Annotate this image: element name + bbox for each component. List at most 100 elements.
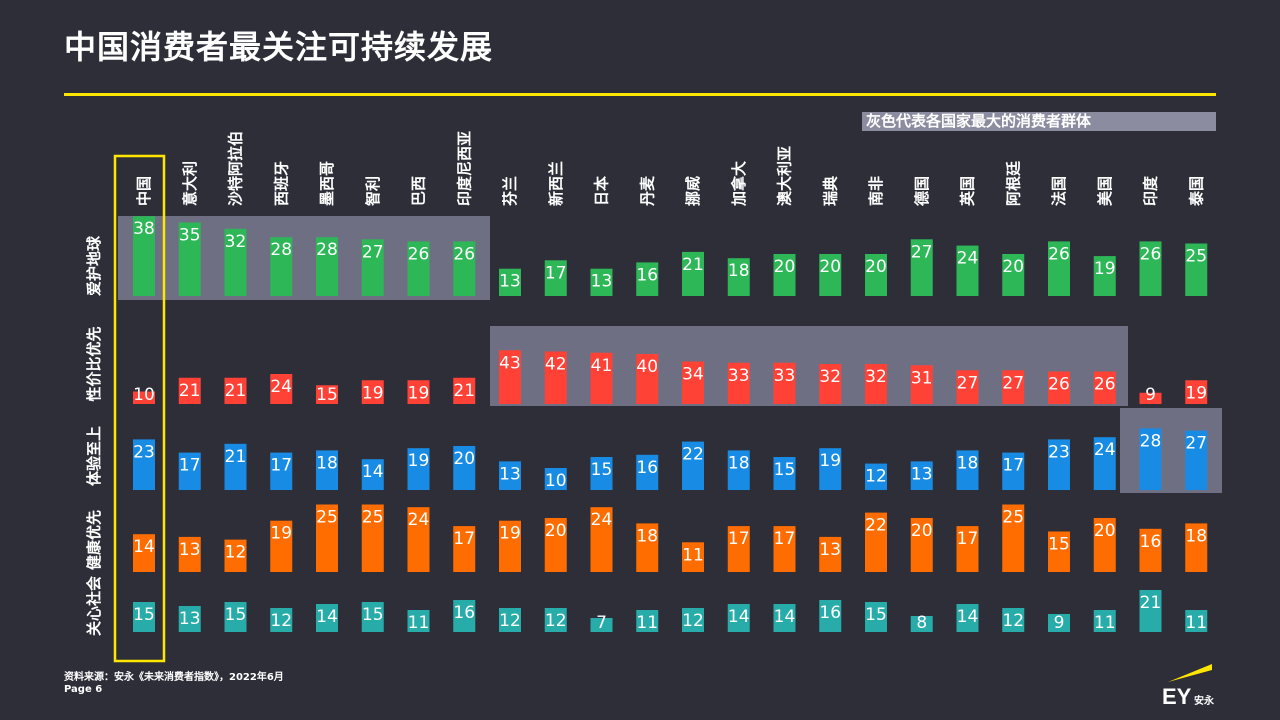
data-label: 17 — [179, 456, 201, 476]
data-label: 15 — [865, 605, 887, 625]
bar — [682, 441, 704, 490]
category-label: 德国 — [913, 176, 931, 206]
bar — [453, 600, 476, 632]
bar — [224, 377, 247, 404]
data-label: 14 — [774, 607, 796, 627]
bar — [270, 237, 293, 296]
data-label: 16 — [453, 603, 475, 623]
bar — [1048, 371, 1070, 404]
bar — [1002, 504, 1025, 572]
data-label: 26 — [408, 244, 430, 264]
data-label: 10 — [133, 385, 155, 405]
bar — [910, 239, 933, 296]
data-label: 26 — [1048, 244, 1070, 264]
data-label: 12 — [682, 611, 704, 631]
data-label: 15 — [316, 385, 338, 405]
category-label: 挪威 — [684, 176, 702, 206]
bar — [361, 504, 384, 572]
bar — [590, 268, 613, 296]
bar — [133, 391, 155, 404]
bar — [1048, 241, 1070, 296]
bar — [178, 222, 201, 296]
data-label: 19 — [1185, 383, 1207, 403]
data-label: 19 — [499, 524, 521, 544]
bar — [1185, 610, 1208, 632]
bar — [1002, 254, 1025, 296]
bar — [407, 610, 430, 632]
data-label: 24 — [957, 249, 979, 269]
bar — [316, 237, 338, 296]
bar — [636, 454, 659, 490]
data-label: 18 — [1185, 526, 1207, 546]
svg-text:EY: EY — [1162, 684, 1192, 709]
data-label: 13 — [179, 609, 201, 629]
bar — [1139, 428, 1162, 490]
bar — [773, 526, 796, 572]
category-label: 日本 — [593, 176, 611, 206]
data-label: 17 — [270, 456, 292, 476]
bar — [270, 452, 293, 490]
bar — [682, 542, 704, 572]
data-label: 25 — [316, 508, 338, 528]
bar — [1093, 256, 1116, 296]
bar — [178, 536, 201, 572]
bar — [1185, 243, 1208, 296]
category-label: 南非 — [867, 176, 885, 206]
data-label: 28 — [316, 240, 338, 260]
bar — [819, 364, 842, 404]
bar — [361, 380, 384, 404]
bar — [361, 602, 384, 632]
category-label: 印度尼西亚 — [455, 131, 473, 206]
data-label: 20 — [545, 521, 567, 541]
category-label: 瑞典 — [821, 176, 839, 206]
bar — [1093, 518, 1116, 572]
data-label: 14 — [316, 607, 338, 627]
series-label: 性价比优先 — [85, 326, 103, 401]
bar — [499, 461, 521, 490]
bar — [1139, 241, 1162, 296]
bar — [133, 602, 155, 632]
data-label: 11 — [1094, 613, 1116, 633]
category-label: 法国 — [1050, 176, 1068, 206]
data-label: 18 — [728, 453, 750, 473]
bar — [682, 608, 704, 632]
data-label: 20 — [453, 449, 475, 469]
data-label: 32 — [819, 367, 841, 387]
data-label: 42 — [545, 355, 567, 375]
data-label: 24 — [591, 510, 613, 530]
data-label: 12 — [1002, 611, 1024, 631]
bar — [727, 450, 750, 490]
data-label: 15 — [362, 605, 384, 625]
bar — [133, 534, 155, 572]
data-label: 15 — [1048, 535, 1070, 555]
bar — [773, 362, 796, 404]
data-label: 26 — [1140, 244, 1162, 264]
data-label: 24 — [270, 377, 292, 397]
bar — [407, 448, 430, 490]
data-label: 25 — [362, 508, 384, 528]
data-label: 22 — [865, 516, 887, 536]
bar — [544, 518, 567, 572]
page-number: Page 6 — [64, 684, 103, 695]
data-label: 24 — [408, 510, 430, 530]
data-label: 7 — [596, 613, 607, 633]
data-label: 21 — [225, 447, 247, 467]
bar — [316, 385, 338, 404]
category-label: 加拿大 — [730, 161, 748, 207]
data-label: 9 — [1145, 385, 1156, 405]
bar — [178, 377, 201, 404]
ey-logo: EY 安永 — [1160, 660, 1220, 710]
data-label: 11 — [408, 613, 430, 633]
bar — [224, 228, 247, 296]
bar — [1048, 614, 1070, 632]
bar — [1139, 590, 1162, 632]
bar — [773, 254, 796, 296]
bar — [453, 377, 476, 404]
bar — [544, 351, 567, 404]
bar — [1002, 370, 1025, 404]
bar — [178, 452, 201, 490]
bar — [316, 604, 338, 632]
data-label: 26 — [453, 244, 475, 264]
category-label: 中国 — [135, 176, 153, 206]
